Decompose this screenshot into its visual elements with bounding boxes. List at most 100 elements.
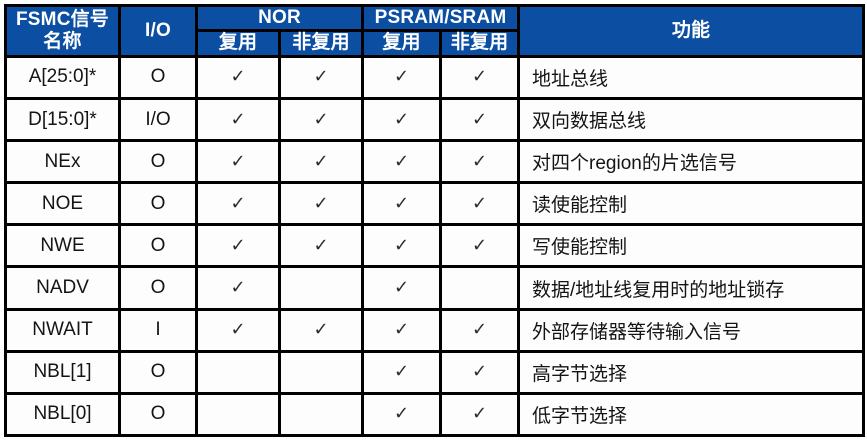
- check-icon: ✓: [471, 319, 488, 341]
- header-row-top: FSMC信号 名称 I/O NOR PSRAM/SRAM 功能: [4, 3, 866, 58]
- check-icon: ✓: [393, 192, 410, 214]
- check-icon: ✓: [230, 234, 246, 256]
- cell-signal-name: A[25:0]*: [4, 54, 121, 100]
- cell-psram-non-multiplexed: ✓: [439, 96, 521, 143]
- cell-psram-non-multiplexed: ✓: [439, 223, 521, 269]
- check-icon: ✓: [313, 192, 329, 214]
- check-icon: ✓: [471, 66, 488, 88]
- column-header-psram-multiplexed: 复用: [361, 29, 443, 58]
- check-icon: ✓: [393, 277, 410, 298]
- cell-nor-multiplexed: ✓: [195, 265, 281, 311]
- cell-nor-multiplexed: [195, 391, 281, 438]
- cell-signal-name: NEx: [4, 139, 121, 185]
- check-icon: ✓: [230, 108, 246, 130]
- table-row: NWE O ✓ ✓ ✓ ✓ 写使能控制: [4, 223, 866, 269]
- cell-psram-multiplexed: ✓: [361, 223, 443, 269]
- fsmc-signal-table: FSMC信号 名称 I/O NOR PSRAM/SRAM 功能 复用 非复用 复…: [4, 3, 866, 438]
- check-icon: ✓: [393, 403, 410, 425]
- check-icon: ✓: [230, 150, 246, 172]
- cell-nor-non-multiplexed: [277, 265, 365, 311]
- check-icon: ✓: [230, 277, 246, 298]
- cell-io-direction: O: [118, 349, 198, 395]
- table-row: NBL[1] O ✓ ✓ 高字节选择: [4, 349, 866, 395]
- cell-psram-non-multiplexed: ✓: [439, 139, 521, 185]
- table-row: NEx O ✓ ✓ ✓ ✓ 对四个region的片选信号: [4, 139, 866, 185]
- column-header-nor-multiplexed: 复用: [195, 29, 281, 58]
- cell-function-description: 双向数据总线: [517, 96, 866, 143]
- cell-nor-non-multiplexed: ✓: [277, 181, 365, 227]
- check-icon: ✓: [313, 234, 329, 256]
- signal-name-line-1: FSMC信号: [15, 8, 110, 30]
- cell-function-description: 对四个region的片选信号: [517, 139, 866, 185]
- table-row: A[25:0]* O ✓ ✓ ✓ ✓ 地址总线: [4, 54, 866, 100]
- cell-signal-name: NBL[1]: [4, 349, 121, 395]
- cell-nor-multiplexed: ✓: [195, 54, 281, 100]
- check-icon: ✓: [313, 108, 329, 130]
- check-icon: ✓: [313, 150, 329, 172]
- table-row: D[15:0]* I/O ✓ ✓ ✓ ✓ 双向数据总线: [4, 96, 866, 143]
- check-icon: ✓: [393, 361, 410, 383]
- check-icon: ✓: [393, 150, 410, 172]
- cell-io-direction: O: [118, 265, 198, 311]
- cell-psram-multiplexed: ✓: [361, 96, 443, 143]
- table-body: A[25:0]* O ✓ ✓ ✓ ✓ 地址总线 D[15:0]* I/O ✓ ✓ ✓ ✓ 双向数据总线 NE…: [4, 54, 866, 438]
- cell-psram-non-multiplexed: ✓: [439, 54, 521, 100]
- check-icon: ✓: [471, 192, 488, 214]
- cell-psram-multiplexed: ✓: [361, 181, 443, 227]
- cell-io-direction: O: [118, 391, 198, 438]
- table-row: NBL[0] O ✓ ✓ 低字节选择: [4, 391, 866, 438]
- cell-function-description: 外部存储器等待输入信号: [517, 307, 866, 353]
- cell-function-description: 地址总线: [517, 54, 866, 100]
- cell-psram-non-multiplexed: ✓: [439, 181, 521, 227]
- cell-nor-non-multiplexed: [277, 349, 365, 395]
- cell-psram-multiplexed: ✓: [361, 265, 443, 311]
- cell-nor-non-multiplexed: ✓: [277, 139, 365, 185]
- cell-nor-non-multiplexed: ✓: [277, 96, 365, 143]
- cell-psram-non-multiplexed: ✓: [439, 307, 521, 353]
- cell-function-description: 写使能控制: [517, 223, 866, 269]
- header-row-sub: 复用 非复用 复用 非复用: [6, 29, 864, 58]
- column-header-group-psram-sram: PSRAM/SRAM: [361, 3, 521, 33]
- table-row: NOE O ✓ ✓ ✓ ✓ 读使能控制: [4, 181, 866, 227]
- cell-signal-name: NOE: [4, 181, 121, 227]
- cell-nor-non-multiplexed: ✓: [277, 223, 365, 269]
- cell-nor-non-multiplexed: ✓: [277, 307, 365, 353]
- check-icon: ✓: [313, 319, 329, 341]
- fsmc-signal-table-container: FSMC信号 名称 I/O NOR PSRAM/SRAM 功能 复用 非复用 复…: [4, 3, 866, 438]
- cell-psram-multiplexed: ✓: [361, 54, 443, 100]
- cell-nor-multiplexed: ✓: [195, 139, 281, 185]
- check-icon: ✓: [393, 108, 410, 130]
- cell-io-direction: I: [118, 307, 198, 353]
- cell-io-direction: O: [118, 139, 198, 185]
- column-header-io: I/O: [118, 4, 198, 58]
- cell-io-direction: O: [118, 223, 198, 269]
- cell-psram-non-multiplexed: [439, 265, 521, 311]
- check-icon: ✓: [471, 361, 488, 383]
- check-icon: ✓: [313, 66, 329, 88]
- cell-nor-multiplexed: ✓: [195, 96, 281, 143]
- cell-io-direction: O: [118, 181, 198, 227]
- cell-function-description: 读使能控制: [517, 181, 866, 227]
- cell-function-description: 高字节选择: [517, 349, 866, 395]
- signal-name-line-2: 名称: [43, 30, 82, 52]
- column-header-signal-name: FSMC信号 名称: [4, 4, 121, 58]
- cell-signal-name: NBL[0]: [4, 391, 121, 438]
- cell-nor-multiplexed: ✓: [195, 223, 281, 269]
- column-header-group-nor: NOR: [194, 3, 365, 33]
- column-header-function: 功能: [517, 4, 866, 58]
- cell-signal-name: NWE: [4, 223, 121, 269]
- check-icon: ✓: [230, 319, 246, 341]
- cell-psram-multiplexed: ✓: [361, 139, 443, 185]
- column-header-psram-non-multiplexed: 非复用: [439, 29, 521, 58]
- cell-signal-name: NADV: [4, 265, 121, 311]
- cell-nor-multiplexed: [195, 349, 281, 395]
- cell-nor-non-multiplexed: [277, 391, 365, 438]
- cell-nor-non-multiplexed: ✓: [277, 54, 365, 100]
- table-row: NWAIT I ✓ ✓ ✓ ✓ 外部存储器等待输入信号: [4, 307, 866, 353]
- check-icon: ✓: [471, 403, 488, 425]
- cell-signal-name: NWAIT: [4, 307, 121, 353]
- cell-psram-non-multiplexed: ✓: [439, 349, 521, 395]
- cell-function-description: 数据/地址线复用时的地址锁存: [517, 265, 866, 311]
- table-row: NADV O ✓ ✓ 数据/地址线复用时的地址锁存: [4, 265, 866, 311]
- check-icon: ✓: [471, 150, 488, 172]
